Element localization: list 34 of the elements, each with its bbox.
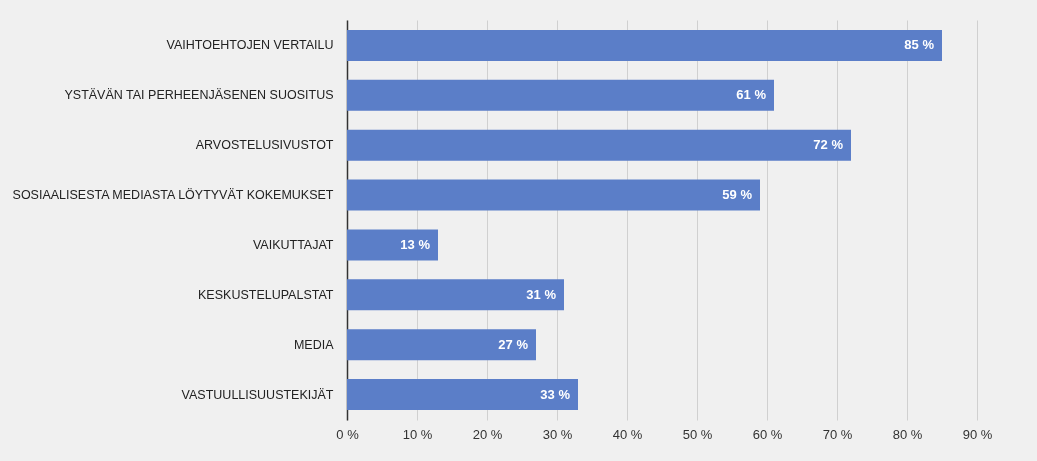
bar <box>347 229 438 261</box>
data-label: 31 % <box>526 286 557 302</box>
bar <box>347 279 564 311</box>
y-tick-label: VAIKUTTAJAT <box>252 237 334 252</box>
x-tick-label: 60 % <box>752 426 783 442</box>
x-tick-label: 30 % <box>542 426 573 442</box>
x-tick-label: 80 % <box>892 426 923 442</box>
x-tick-label: 0 % <box>336 426 360 442</box>
bar <box>347 29 942 61</box>
x-tick-label: 50 % <box>682 426 713 442</box>
y-tick-label: MEDIA <box>293 337 335 352</box>
x-tick-label: 20 % <box>472 426 503 442</box>
data-label: 13 % <box>400 236 431 252</box>
x-tick-label: 40 % <box>612 426 643 442</box>
bar <box>347 129 851 161</box>
bar <box>347 329 536 361</box>
data-label: 59 % <box>722 187 753 203</box>
data-label: 61 % <box>736 87 767 103</box>
x-tick-label: 90 % <box>962 426 993 442</box>
x-tick-label: 10 % <box>402 426 433 442</box>
bar <box>347 379 578 411</box>
data-label: 33 % <box>540 386 571 402</box>
y-tick-label: YSTÄVÄN TAI PERHEENJÄSENEN SUOSITUS <box>64 88 334 103</box>
bar <box>347 179 760 211</box>
y-tick-label: VAIHTOEHTOJEN VERTAILU <box>166 38 334 53</box>
x-tick-label: 70 % <box>822 426 853 442</box>
bar <box>347 79 774 111</box>
y-tick-label: KESKUSTELUPALSTAT <box>198 287 334 302</box>
y-tick-label: ARVOSTELUSIVUSTOT <box>195 138 334 153</box>
data-label: 85 % <box>904 37 935 53</box>
data-label: 72 % <box>813 137 844 153</box>
y-tick-label: VASTUULLISUUSTEKIJÄT <box>181 387 334 402</box>
data-label: 27 % <box>498 336 529 352</box>
y-tick-label: SOSIAALISESTA MEDIASTA LÖYTYVÄT KOKEMUKSET <box>12 188 334 203</box>
